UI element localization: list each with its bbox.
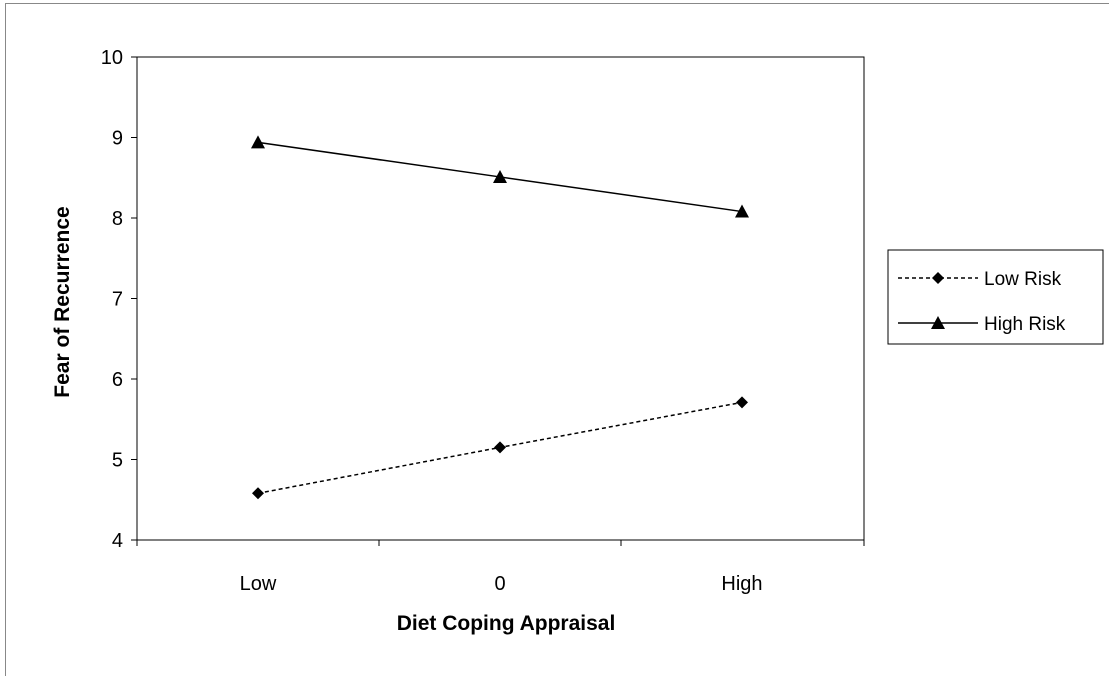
triangle-point <box>735 204 749 218</box>
legend-marker <box>931 316 945 329</box>
triangle-point <box>493 169 507 183</box>
legend-marker <box>932 272 944 284</box>
y-tick-label: 6 <box>112 369 123 391</box>
y-tick-label: 8 <box>112 208 123 230</box>
legend-label: Low Risk <box>984 269 1062 290</box>
legend-label: High Risk <box>984 314 1066 335</box>
plot-area <box>136 56 865 541</box>
legend: Low Risk High Risk <box>887 249 1104 345</box>
y-tick-label: 4 <box>112 530 123 552</box>
y-axis: 4 5 6 7 8 9 10 <box>101 47 137 552</box>
y-tick-label: 10 <box>101 47 123 69</box>
legend-items: Low Risk High Risk <box>898 269 1066 335</box>
y-axis-label: Fear of Recurrence <box>51 206 74 397</box>
diamond-point <box>736 396 748 409</box>
x-tick-label: 0 <box>494 573 505 595</box>
series-markers <box>251 135 749 500</box>
x-tick-label: Low <box>240 573 277 595</box>
y-tick-label: 9 <box>112 128 123 150</box>
chart-frame <box>5 3 1109 676</box>
y-tick-label: 7 <box>112 289 123 311</box>
diamond-point <box>494 441 506 454</box>
legend-box <box>887 249 1104 345</box>
y-tick-label: 5 <box>112 450 123 472</box>
x-axis: Low 0 High <box>136 540 865 595</box>
diamond-point <box>252 487 264 500</box>
x-axis-label: Diet Coping Appraisal <box>397 612 616 635</box>
x-tick-label: High <box>721 573 762 595</box>
triangle-point <box>251 135 265 149</box>
